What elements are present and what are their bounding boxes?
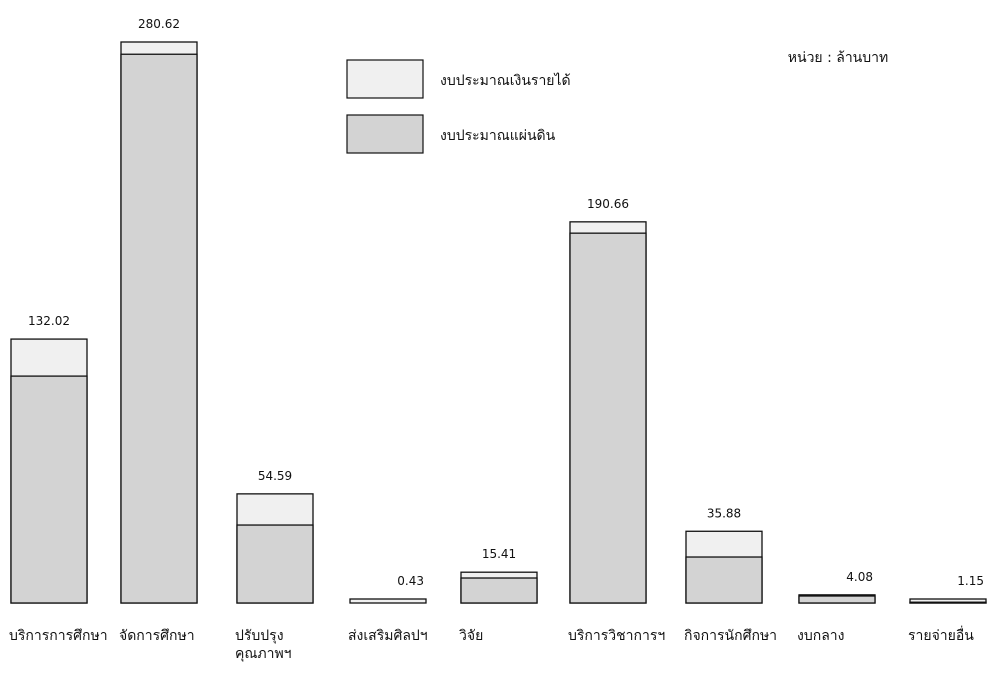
- category-label-7: งบกลาง: [797, 628, 844, 644]
- value-label-0: 132.02: [28, 314, 70, 328]
- bar-state-0: [10, 375, 88, 604]
- category-label-6: กิจการนักศึกษา: [684, 628, 777, 644]
- legend-swatch-revenue: [346, 59, 424, 99]
- legend-label-state: งบประมาณแผ่นดิน: [440, 128, 556, 144]
- bar-state-1: [120, 53, 198, 604]
- bar-state-7: [798, 595, 876, 604]
- value-label-7: 4.08: [846, 570, 873, 584]
- value-labels-group: 132.02 280.62 54.59 0.43 15.41 190.66 35.88 4.0…: [28, 17, 984, 588]
- value-label-5: 190.66: [587, 197, 629, 211]
- legend-swatch-state: [346, 114, 424, 154]
- unit-label: หน่วย : ล้านบาท: [788, 50, 888, 66]
- value-label-3: 0.43: [397, 574, 424, 588]
- bar-revenue-3: [349, 598, 427, 604]
- category-label-8: รายจ่ายอื่น: [908, 626, 974, 644]
- value-label-4: 15.41: [482, 547, 516, 561]
- bar-state-5: [569, 232, 647, 604]
- value-label-1: 280.62: [138, 17, 180, 31]
- category-label-2: ปรับปรุงคุณภาพฯ: [235, 628, 292, 662]
- bar-state-4: [460, 577, 538, 604]
- legend: งบประมาณเงินรายได้ งบประมาณแผ่นดิน: [346, 59, 571, 154]
- category-label-4: วิจัย: [459, 628, 483, 644]
- bar-state-8: [909, 601, 987, 604]
- bar-state-6: [685, 556, 763, 604]
- category-labels-group: บริการการศึกษา จัดการศึกษา ปรับปรุงคุณภาพฯ…: [9, 626, 974, 662]
- value-label-8: 1.15: [957, 574, 984, 588]
- category-label-1: จัดการศึกษา: [119, 628, 195, 644]
- bar-state-2: [236, 524, 314, 604]
- category-label-3: ส่งเสริมศิลปฯ: [348, 628, 428, 644]
- category-label-0: บริการการศึกษา: [9, 628, 108, 644]
- category-label-5: บริการวิชาการฯ: [568, 628, 665, 644]
- value-label-6: 35.88: [707, 506, 741, 520]
- value-label-2: 54.59: [258, 469, 292, 483]
- bars-group: [10, 41, 987, 604]
- legend-label-revenue: งบประมาณเงินรายได้: [440, 72, 571, 89]
